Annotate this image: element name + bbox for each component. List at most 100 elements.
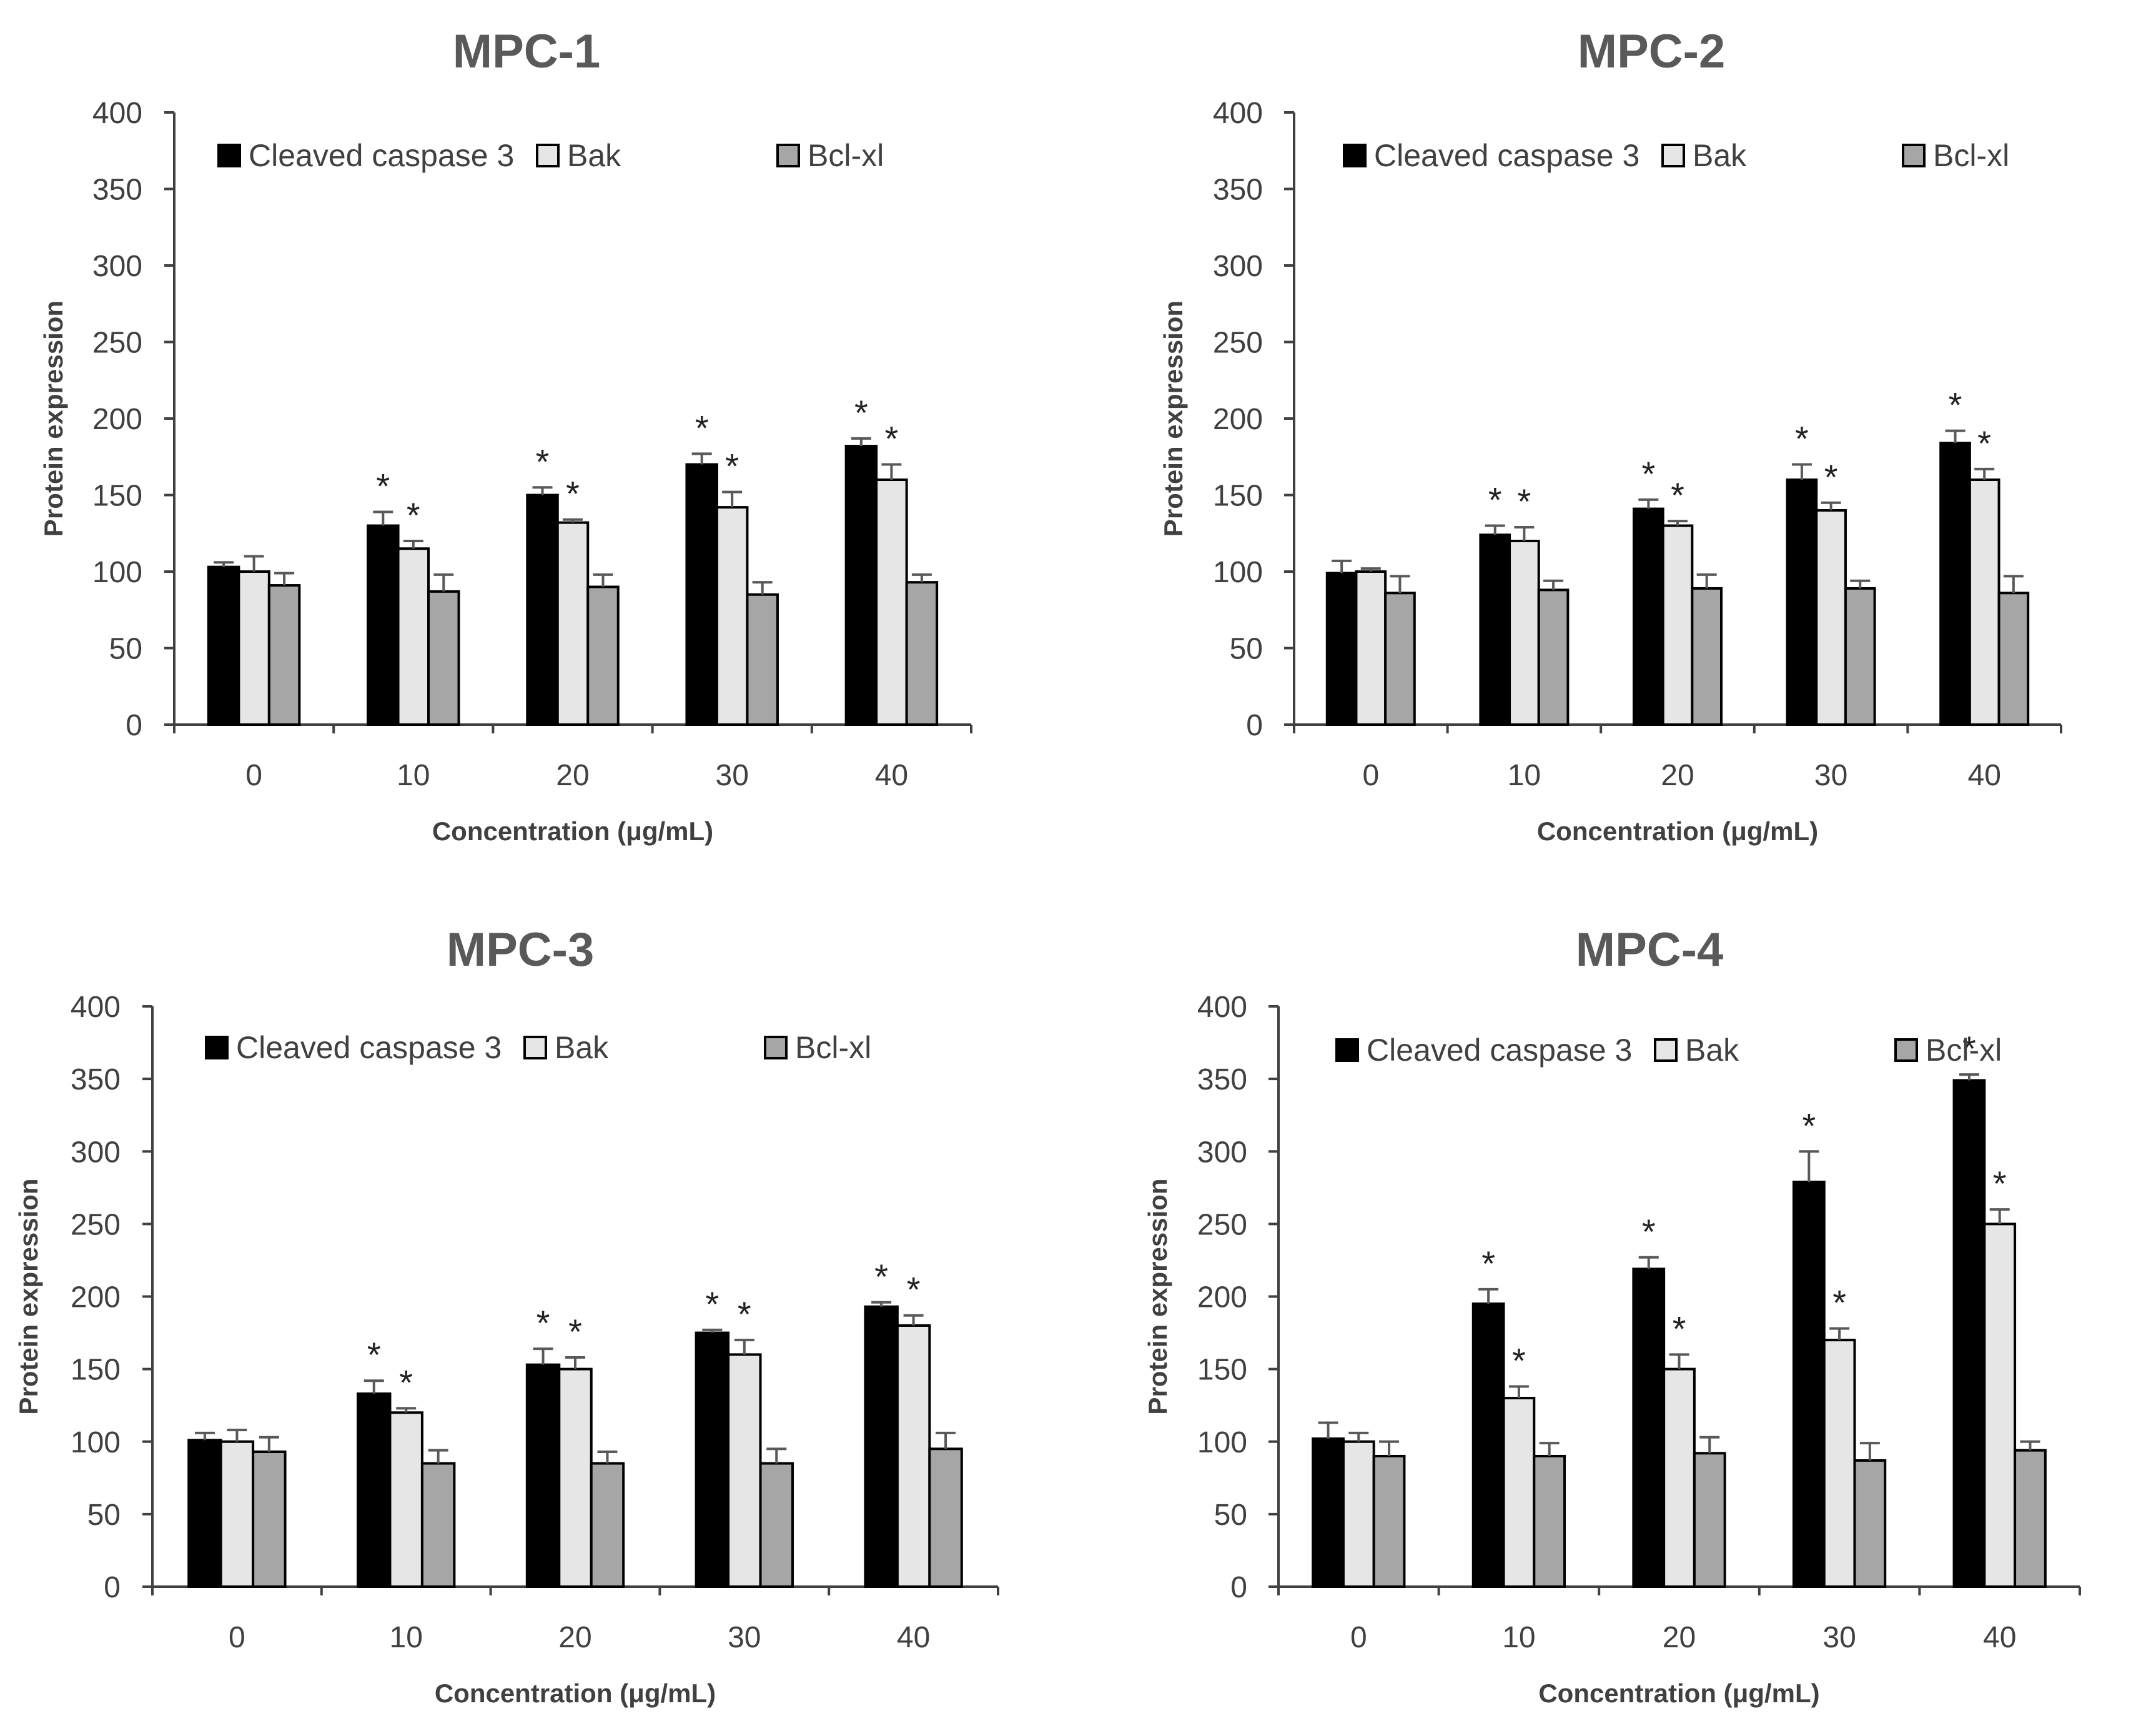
panel-4-category-label: 30 [1822, 1621, 1856, 1654]
panel-1-significance-marker: * [885, 419, 899, 459]
panel-1-significance-marker: * [695, 408, 709, 447]
panel-3-legend-label: Bak [555, 1030, 609, 1065]
panel-1-bar-cleaved-caspase-3 [844, 445, 878, 726]
panel-3-bar-bcl-xl [420, 1462, 456, 1588]
panel-1-legend-swatch [776, 144, 800, 167]
panel-4-bar-bak [1822, 1339, 1856, 1589]
panel-4-significance-marker: * [1673, 1309, 1686, 1348]
panel-2-y-tick-label: 0 [1246, 709, 1263, 742]
panel-3-legend-swatch [523, 1036, 547, 1059]
panel-2-bar-bcl-xl [1844, 587, 1876, 727]
panel-3-y-tick-label: 50 [87, 1499, 121, 1532]
panel-4-bar-bak [1663, 1367, 1696, 1588]
panel-1-legend-label: Bcl-xl [808, 138, 884, 173]
panel-4-title: MPC-4 [1576, 923, 1723, 976]
panel-1-y-axis-label: Protein expression [39, 300, 68, 537]
panel-4-y-tick-label: 350 [1197, 1063, 1247, 1096]
panel-1-category-label: 20 [556, 759, 589, 792]
panel-3-y-tick-label: 150 [71, 1354, 121, 1387]
panel-3-significance-marker: * [568, 1312, 582, 1351]
panel-3-bar-bak [388, 1411, 423, 1589]
panel-2-bar-bak [1508, 540, 1540, 726]
panel-1-legend-swatch [217, 144, 241, 167]
panel-4-significance-marker: * [1642, 1212, 1656, 1251]
panel-3-category-label: 0 [229, 1621, 245, 1654]
panel-4-y-tick-label: 250 [1197, 1208, 1247, 1241]
panel-3-bar-bcl-xl [928, 1447, 963, 1589]
panel-2-category-label: 30 [1814, 759, 1847, 792]
panel-4-bar-bak [1342, 1440, 1375, 1588]
panel-4-bar-bcl-xl [1693, 1452, 1726, 1589]
panel-2-legend-label: Bcl-xl [1933, 138, 2009, 173]
panel-4-bar-bcl-xl [1372, 1454, 1406, 1589]
panel-3-category-label: 10 [390, 1621, 423, 1654]
panel-1-y-tick-label: 200 [92, 403, 142, 436]
panel-4-significance-marker: * [1802, 1106, 1816, 1145]
panel-1-bar-bak [875, 479, 908, 726]
panel-1: MPC-1 0 50 100 150 200 250 300 350 400 0 10 20 30 40 Co… [39, 25, 972, 846]
panel-4: MPC-4 0 50 100 150 200 250 300 350 400 0 10 20 30 40 Co… [1143, 923, 2081, 1708]
panel-2-y-tick-label: 200 [1213, 403, 1263, 436]
panel-4-legend-swatch [1654, 1038, 1678, 1062]
panel-1-legend-swatch [536, 144, 560, 167]
panel-3: MPC-3 0 50 100 150 200 250 300 350 400 0 10 20 30 40 Co… [14, 923, 999, 1708]
panel-4-significance-marker: * [1832, 1283, 1846, 1322]
panel-1-bar-bcl-xl [586, 585, 620, 726]
panel-1-title: MPC-1 [453, 25, 600, 78]
panel-2-significance-marker: * [1949, 385, 1962, 425]
panel-2-legend-swatch [1343, 144, 1367, 167]
panel-3-y-tick-label: 250 [71, 1208, 121, 1241]
panel-2-bar-bcl-xl [1537, 588, 1570, 727]
panel-1-y-tick-label: 400 [92, 97, 142, 130]
panel-3-y-tick-label: 0 [104, 1571, 121, 1604]
panel-2-y-tick-label: 250 [1213, 327, 1263, 360]
panel-3-bar-bak [727, 1353, 762, 1588]
panel-4-category-label: 40 [1983, 1621, 2016, 1654]
panel-2-bar-cleaved-caspase-3 [1633, 507, 1664, 726]
panel-1-bar-bcl-xl [746, 593, 779, 726]
panel-4-significance-marker: * [1481, 1244, 1495, 1283]
panel-1-legend-label: Bak [567, 138, 621, 173]
panel-1-category-label: 0 [245, 759, 262, 792]
panel-3-significance-marker: * [874, 1257, 888, 1296]
panel-1-x-axis-label: Concentration (μg/mL) [432, 816, 713, 846]
panel-1-y-tick-label: 150 [92, 480, 142, 513]
panel-2-significance-marker: * [1518, 482, 1531, 521]
panel-2-significance-marker: * [1977, 424, 1991, 463]
panel-3-significance-marker: * [738, 1294, 751, 1334]
panel-1-bar-cleaved-caspase-3 [685, 463, 718, 726]
panel-2-significance-marker: * [1488, 480, 1502, 520]
panel-3-significance-marker: * [537, 1303, 550, 1342]
panel-2-y-tick-label: 300 [1213, 250, 1263, 283]
panel-3-y-tick-label: 400 [71, 991, 121, 1024]
panel-2-bar-cleaved-caspase-3 [1939, 442, 1971, 726]
panel-4-bar-bcl-xl [1853, 1459, 1887, 1588]
panel-3-bar-cleaved-caspase-3 [864, 1305, 899, 1589]
panel-2-significance-marker: * [1641, 454, 1655, 493]
panel-3-significance-marker: * [367, 1335, 381, 1374]
panel-2-bar-bcl-xl [1691, 587, 1723, 727]
panel-2-bar-bak [1661, 524, 1694, 726]
panel-2-bar-bak [1968, 479, 2000, 726]
panel-4-y-tick-label: 400 [1197, 991, 1247, 1024]
panel-4-category-label: 20 [1663, 1621, 1696, 1654]
panel-3-significance-marker: * [705, 1284, 719, 1324]
panel-4-category-label: 10 [1502, 1621, 1535, 1654]
panel-1-bar-bcl-xl [427, 590, 460, 726]
panel-3-bar-bak [219, 1440, 255, 1588]
panel-4-bar-bak [1983, 1223, 2017, 1588]
panel-2-legend-swatch [1661, 144, 1685, 167]
panel-3-bar-cleaved-caspase-3 [695, 1331, 730, 1588]
panel-1-bar-bak [715, 506, 749, 726]
panel-2-y-axis-label: Protein expression [1159, 300, 1188, 537]
panel-3-y-tick-label: 100 [71, 1426, 121, 1459]
panel-4-y-axis-label: Protein expression [1143, 1178, 1172, 1414]
panel-2-title: MPC-2 [1578, 25, 1725, 78]
panel-3-y-axis-label: Protein expression [14, 1178, 43, 1414]
panel-3-y-tick-label: 200 [71, 1281, 121, 1314]
panel-2-y-tick-label: 350 [1213, 174, 1263, 207]
panel-3-significance-marker: * [399, 1362, 413, 1402]
panel-3-bar-cleaved-caspase-3 [357, 1392, 392, 1588]
panel-1-bar-bak [397, 547, 430, 726]
